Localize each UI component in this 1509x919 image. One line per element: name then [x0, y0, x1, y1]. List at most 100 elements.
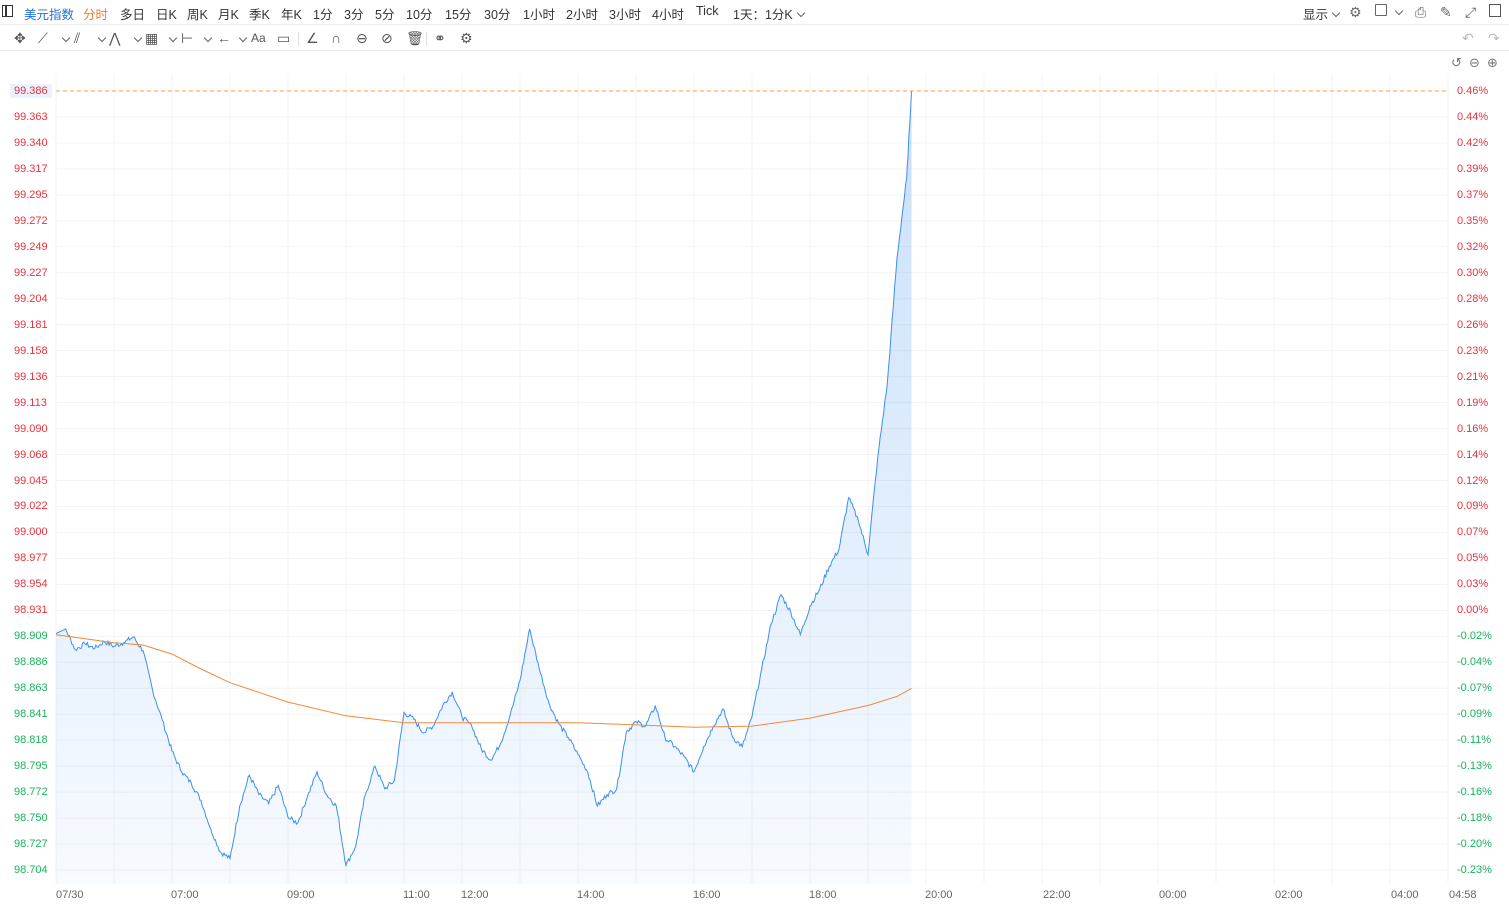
arrow-icon[interactable]: ←: [217, 30, 231, 46]
y-tick-percent: 0.37%: [1457, 188, 1489, 201]
tab-timeframe-multiday[interactable]: 多日: [120, 8, 146, 22]
x-tick-label: 09:00: [287, 889, 315, 901]
magnet-icon[interactable]: ∩: [331, 30, 342, 46]
x-tick-label: 18:00: [809, 889, 837, 901]
y-tick-percent: 0.19%: [1457, 396, 1489, 409]
display-menu[interactable]: 显示: [1303, 4, 1341, 23]
text-icon[interactable]: Aa: [251, 31, 266, 45]
y-tick-price: 99.340: [14, 136, 48, 149]
y-tick-percent: 0.46%: [1457, 85, 1489, 97]
period-select[interactable]: 1天：1分K: [733, 4, 805, 23]
tab-timeframe-2h[interactable]: 2小时: [566, 8, 598, 22]
tab-timeframe-1h[interactable]: 1小时: [523, 8, 555, 22]
redo-icon[interactable]: ↷: [1488, 30, 1500, 46]
x-tick-label: 16:00: [693, 889, 721, 901]
x-tick-label: 11:00: [403, 889, 430, 901]
y-tick-price: 99.158: [14, 344, 48, 357]
y-tick-percent: 0.14%: [1457, 448, 1489, 461]
tab-timeframe-3h[interactable]: 3小时: [609, 8, 641, 22]
channel-icon[interactable]: ⫽: [74, 30, 81, 46]
y-tick-price: 99.249: [14, 240, 48, 253]
tab-timeframe-4h[interactable]: 4小时: [652, 8, 684, 22]
pencil-icon[interactable]: ✎: [1440, 4, 1452, 20]
x-tick-label: 00:00: [1159, 889, 1187, 901]
y-tick-percent: 0.39%: [1457, 162, 1489, 175]
x-tick-label: 07:00: [171, 889, 199, 901]
sidebar-toggle-icon[interactable]: [2, 5, 13, 17]
y-tick-price: 98.886: [14, 656, 48, 669]
y-tick-percent: -0.07%: [1457, 682, 1492, 695]
symbol-name[interactable]: 美元指数: [24, 8, 75, 22]
y-tick-price: 99.363: [14, 110, 48, 123]
fullscreen-icon[interactable]: ⤢: [1465, 4, 1477, 20]
link-icon[interactable]: ⚭: [434, 30, 446, 46]
y-tick-price: 99.068: [14, 448, 48, 461]
y-tick-percent: 0.07%: [1457, 526, 1489, 539]
tab-timeframe-3m[interactable]: 3分: [344, 8, 364, 22]
tab-timeframe-30m[interactable]: 30分: [484, 8, 511, 22]
fib-icon[interactable]: ▦: [145, 30, 159, 46]
price-line: [55, 90, 912, 868]
y-tick-price: 99.386: [10, 84, 52, 98]
y-tick-percent: 0.28%: [1457, 292, 1489, 305]
panel-toggle-icon[interactable]: [1489, 4, 1501, 17]
y-tick-percent: -0.11%: [1457, 734, 1492, 747]
y-tick-price: 99.022: [14, 500, 48, 513]
tab-timeframe-yearly[interactable]: 年K: [281, 8, 302, 22]
y-tick-percent: -0.16%: [1457, 786, 1492, 799]
settings-icon[interactable]: ⚙: [460, 30, 473, 46]
tab-timeframe-monthly[interactable]: 月K: [218, 8, 239, 22]
camera-icon[interactable]: ⎙: [1415, 4, 1427, 20]
toolbar-divider: [426, 32, 427, 46]
y-tick-percent: 0.21%: [1457, 370, 1489, 383]
y-tick-percent: 0.23%: [1457, 344, 1489, 357]
y-tick-percent: 0.30%: [1457, 266, 1489, 279]
y-tick-price: 98.909: [14, 630, 48, 643]
hide-icon[interactable]: ⊘: [381, 30, 393, 46]
tab-timeframe-tick[interactable]: Tick: [696, 4, 719, 18]
rectangle-select-icon[interactable]: [1375, 4, 1387, 16]
y-tick-percent: 0.00%: [1457, 604, 1489, 617]
x-tick-label: 04:00: [1391, 889, 1419, 901]
y-tick-price: 98.704: [14, 864, 48, 876]
tab-timeframe-daily[interactable]: 日K: [156, 8, 177, 22]
display-menu-label: 显示: [1303, 8, 1329, 22]
gear-icon[interactable]: ⚙: [1349, 4, 1362, 20]
toolbar-divider: [298, 32, 299, 46]
move-crosshair-icon[interactable]: ✥: [14, 30, 26, 46]
tab-timeframe-quarterly[interactable]: 季K: [249, 8, 270, 22]
lock-icon[interactable]: ⊖: [356, 30, 368, 46]
tab-timeframe-5m[interactable]: 5分: [375, 8, 395, 22]
y-tick-price: 98.727: [14, 838, 48, 851]
y-tick-percent: -0.02%: [1457, 630, 1492, 643]
y-tick-percent: 0.05%: [1457, 552, 1489, 565]
tab-timeframe-weekly[interactable]: 周K: [187, 8, 208, 22]
y-tick-price: 99.295: [14, 188, 48, 201]
tab-timeframe-15m[interactable]: 15分: [445, 8, 472, 22]
x-tick-label: 12:00: [461, 889, 489, 901]
y-tick-percent: 0.42%: [1457, 136, 1489, 149]
undo-icon[interactable]: ↶: [1462, 30, 1474, 46]
reset-icon[interactable]: ↺: [1451, 55, 1462, 70]
angle-icon[interactable]: ∠: [306, 30, 319, 46]
y-tick-price: 98.931: [14, 604, 48, 617]
x-tick-label: 07/30: [56, 889, 84, 901]
x-tick-label: 02:00: [1275, 889, 1303, 901]
y-tick-percent: -0.04%: [1457, 656, 1492, 669]
trend-line-icon[interactable]: ⟋: [38, 30, 48, 46]
note-icon[interactable]: ▭: [277, 30, 291, 46]
zoom-in-icon[interactable]: ⊕: [1487, 55, 1498, 70]
y-tick-price: 98.977: [14, 552, 48, 565]
tab-timeframe-10m[interactable]: 10分: [406, 8, 433, 22]
y-tick-price: 99.181: [14, 318, 48, 331]
drawing-toolbar: ✥ ⟋ ⫽ ⋀ ▦ ⊢ ← Aa ▭ ∠ ∩ ⊖ ⊘ 🗑 ⚭ ⚙ ↶ ↷: [0, 26, 1509, 51]
pattern-icon[interactable]: ⋀: [109, 30, 121, 46]
tab-timeframe-intraday[interactable]: 分时: [83, 8, 109, 22]
delete-icon[interactable]: 🗑: [406, 30, 424, 46]
y-tick-price: 99.317: [14, 162, 48, 175]
tab-timeframe-1m[interactable]: 1分: [313, 8, 333, 22]
y-tick-percent: 0.35%: [1457, 214, 1489, 227]
zoom-out-icon[interactable]: ⊖: [1469, 55, 1480, 70]
measure-icon[interactable]: ⊢: [181, 30, 194, 46]
